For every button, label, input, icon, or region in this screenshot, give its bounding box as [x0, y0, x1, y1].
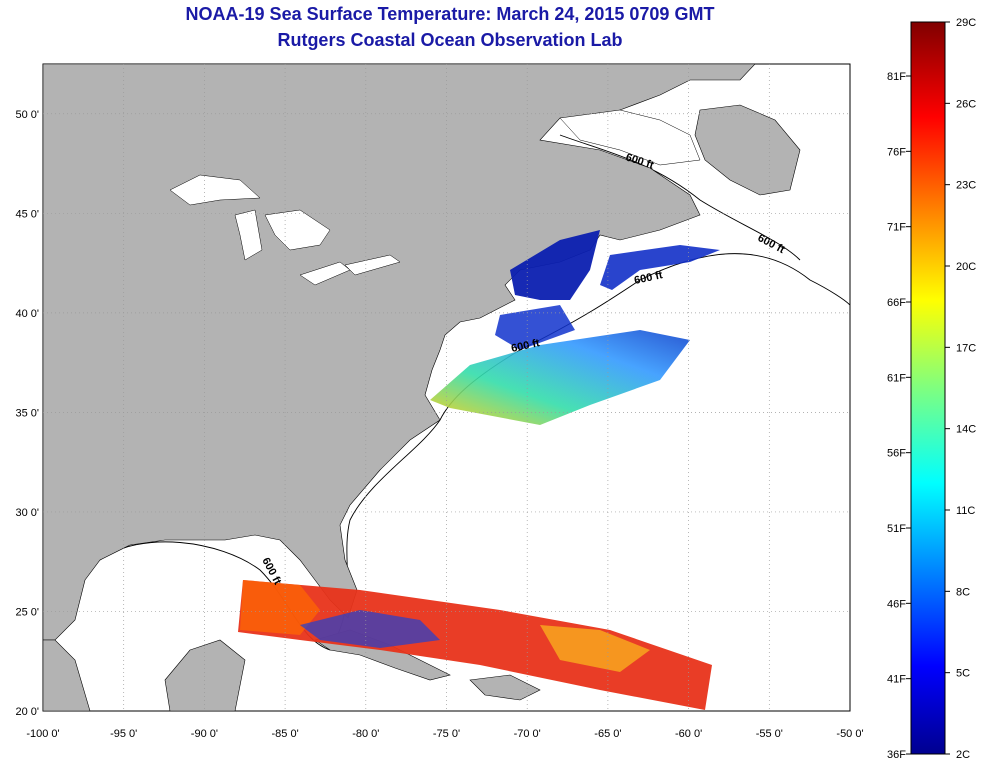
- colorbar-celsius-label: 11C: [956, 505, 975, 517]
- sst-swath-shelf: [495, 305, 575, 350]
- newfoundland-land: [694, 104, 801, 196]
- colorbar-celsius-label: 2C: [956, 749, 970, 761]
- lat-tick-label: 30 0': [15, 507, 39, 519]
- graticule: [43, 64, 850, 711]
- colorbar-celsius-labels: 29C 26C 23C 20C 17C 14C 11C 8C 5C 2C: [945, 17, 976, 761]
- lon-tick-label: -100 0': [26, 728, 59, 740]
- lon-tick-label: -55 0': [756, 728, 783, 740]
- colorbar-celsius-label: 20C: [956, 261, 976, 273]
- gulf-st-lawrence: [559, 109, 701, 166]
- colorbar-celsius-label: 17C: [956, 342, 976, 354]
- sst-swath-north-cold-2: [600, 245, 720, 290]
- great-lakes: [169, 174, 401, 286]
- colorbar-celsius-label: 14C: [956, 424, 976, 436]
- lon-tick-label: -90 0': [191, 728, 218, 740]
- lat-tick-label: 25 0': [15, 606, 39, 618]
- lon-tick-label: -65 0': [594, 728, 621, 740]
- colorbar-celsius-label: 5C: [956, 668, 970, 680]
- colorbar-celsius-label: 23C: [956, 180, 976, 192]
- lon-tick-label: -85 0': [272, 728, 299, 740]
- lat-tick-label: 40 0': [15, 308, 39, 320]
- colorbar-fahrenheit-label: 76F: [887, 146, 906, 158]
- sst-swath-mid-atlantic: [430, 330, 690, 425]
- lon-tick-label: -70 0': [514, 728, 541, 740]
- contour-label: 600 ft: [633, 269, 664, 287]
- map-title: NOAA-19 Sea Surface Temperature: March 2…: [185, 4, 715, 24]
- colorbar-fahrenheit-label: 36F: [887, 749, 906, 761]
- lat-tick-label: 35 0': [15, 407, 39, 419]
- colorbar-fahrenheit-label: 41F: [887, 674, 906, 686]
- lon-tick-label: -50 0': [836, 728, 863, 740]
- colorbar-fahrenheit-labels: 81F 76F 71F 66F 61F 56F 51F 46F 41F 36F: [887, 71, 911, 761]
- colorbar-celsius-label: 26C: [956, 98, 976, 110]
- colorbar: [910, 21, 946, 755]
- lat-tick-label: 50 0': [15, 109, 39, 121]
- contour-label: 600 ft: [510, 337, 541, 355]
- sst-swath-tropical-warm: [240, 580, 320, 635]
- lon-tick-label: -75 0': [433, 728, 460, 740]
- sst-swath-north-cold: [510, 230, 600, 300]
- colorbar-fahrenheit-label: 61F: [887, 372, 906, 384]
- mexico-land: [43, 639, 91, 711]
- colorbar-fahrenheit-label: 71F: [887, 222, 906, 234]
- colorbar-fahrenheit-label: 81F: [887, 71, 906, 83]
- longitude-ticks: -100 0' -95 0' -90 0' -85 0' -80 0' -75 0' -70…: [26, 728, 863, 740]
- sst-swath-tropical-patch: [540, 625, 650, 672]
- lon-tick-label: -60 0': [675, 728, 702, 740]
- latitude-ticks: 20 0' 25 0' 30 0' 35 0' 40 0' 45 0' 50 0': [15, 109, 39, 718]
- lon-tick-label: -80 0': [352, 728, 379, 740]
- colorbar-fahrenheit-label: 66F: [887, 297, 906, 309]
- colorbar-fahrenheit-label: 56F: [887, 448, 906, 460]
- lat-tick-label: 20 0': [15, 706, 39, 718]
- hispaniola-land: [469, 674, 541, 701]
- lon-tick-label: -95 0': [110, 728, 137, 740]
- colorbar-fahrenheit-label: 51F: [887, 523, 906, 535]
- colorbar-fahrenheit-label: 46F: [887, 598, 906, 610]
- map-subtitle: Rutgers Coastal Ocean Observation Lab: [277, 30, 623, 50]
- lat-tick-label: 45 0': [15, 208, 39, 220]
- colorbar-celsius-label: 29C: [956, 17, 976, 29]
- shelf-contour-north: [559, 134, 801, 261]
- colorbar-celsius-label: 8C: [956, 586, 970, 598]
- yucatan-land: [164, 639, 246, 711]
- sst-swath-tropical-cool: [300, 610, 440, 648]
